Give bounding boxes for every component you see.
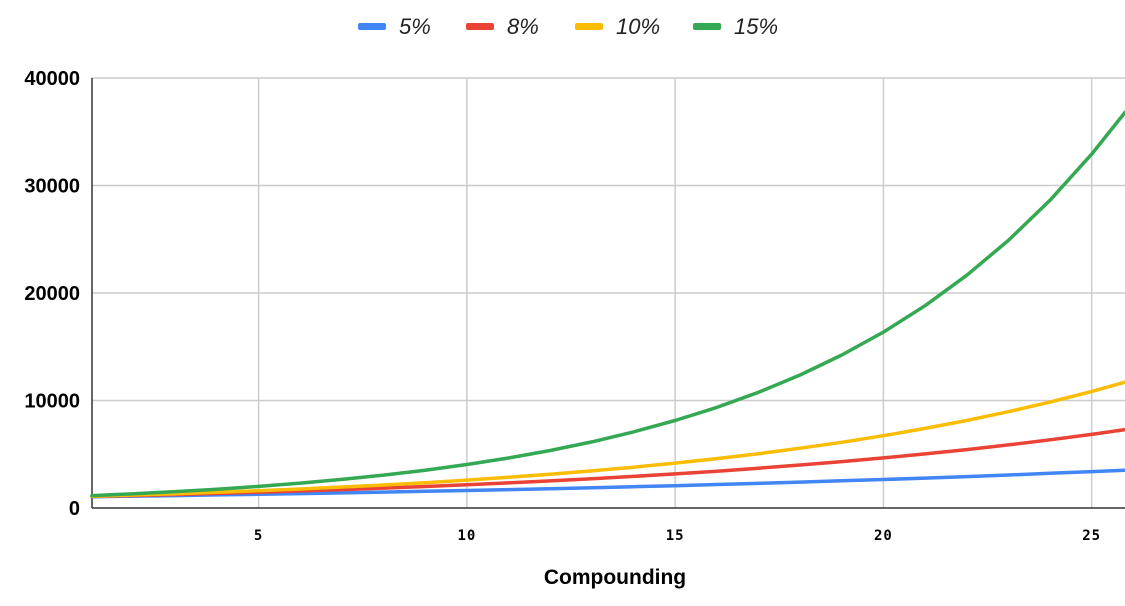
legend-swatch — [575, 23, 603, 30]
y-tick-label: 20000 — [24, 283, 80, 305]
legend-label: 15% — [734, 14, 778, 39]
legend-swatch — [466, 23, 494, 30]
legend-label: 10% — [616, 14, 660, 39]
legend-swatch — [358, 23, 386, 30]
legend-label: 5% — [399, 14, 431, 39]
series-lines — [90, 110, 1125, 499]
x-tick-label: 25 — [1082, 528, 1101, 544]
x-tick-label: 10 — [457, 528, 476, 544]
grid — [92, 77, 1125, 508]
y-axis-ticks: 0 10000 20000 30000 40000 — [24, 68, 80, 520]
x-axis-label: Compounding — [544, 566, 686, 589]
x-axis-ticks: 5 10 15 20 25 — [254, 528, 1101, 544]
y-tick-label: 40000 — [24, 68, 80, 90]
series-line-0 — [90, 468, 1125, 499]
legend-swatch — [693, 23, 721, 30]
x-tick-label: 5 — [254, 528, 263, 544]
series-line-2 — [90, 380, 1125, 498]
series-line-3 — [90, 110, 1125, 498]
y-tick-label: 0 — [69, 498, 80, 520]
legend: 5% 8% 10% 15% — [358, 14, 778, 39]
y-tick-label: 10000 — [24, 391, 80, 413]
x-tick-label: 20 — [874, 528, 893, 544]
y-tick-label: 30000 — [24, 176, 80, 198]
legend-label: 8% — [507, 14, 539, 39]
x-tick-label: 15 — [666, 528, 685, 544]
axes — [91, 78, 1125, 509]
